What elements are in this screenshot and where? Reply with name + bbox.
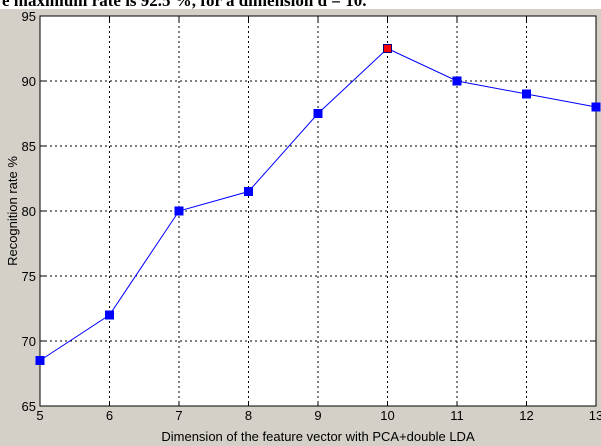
y-axis-label: Recognition rate %	[5, 156, 20, 266]
data-point	[35, 356, 45, 365]
x-tick-label: 5	[36, 408, 43, 423]
data-point	[383, 44, 392, 53]
x-tick-label: 6	[106, 408, 113, 423]
y-tick-label: 85	[22, 139, 36, 154]
data-point	[452, 76, 462, 86]
data-point	[313, 109, 323, 118]
x-tick-label: 11	[450, 408, 464, 423]
data-point	[522, 89, 531, 99]
data-point	[105, 310, 114, 320]
x-tick-label: 10	[380, 408, 394, 423]
y-tick-label: 75	[22, 269, 36, 284]
data-point	[174, 206, 184, 216]
data-point	[591, 102, 601, 112]
x-tick-label: 8	[245, 408, 252, 423]
y-tick-label: 80	[22, 204, 36, 219]
y-tick-label: 70	[22, 334, 36, 349]
x-tick-label: 13	[589, 408, 601, 423]
x-tick-label: 9	[314, 408, 321, 423]
x-axis-label: Dimension of the feature vector with PCA…	[161, 429, 475, 444]
x-tick-label: 12	[519, 408, 533, 423]
x-tick-label: 7	[175, 408, 182, 423]
data-point	[244, 187, 253, 196]
y-tick-label: 90	[22, 74, 36, 89]
y-tick-label: 65	[22, 399, 36, 414]
caption: e maximum rate is 92.5 %, for a dimensio…	[2, 0, 366, 10]
axes-box	[39, 15, 597, 407]
y-tick-label: 95	[22, 9, 36, 24]
